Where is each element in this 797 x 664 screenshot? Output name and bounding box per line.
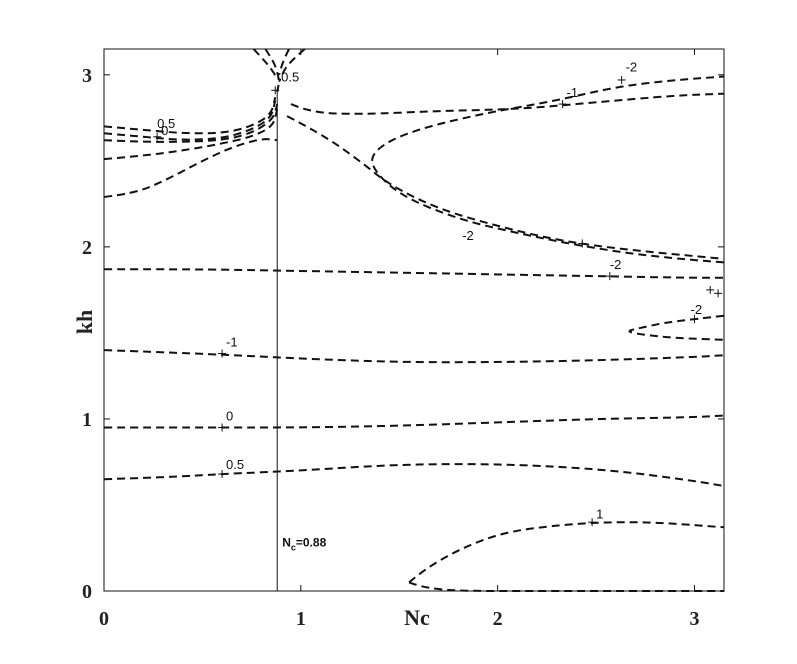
- contour-level-label: 0: [226, 409, 233, 424]
- contour-line: [408, 521, 725, 584]
- plus-marker: [588, 518, 597, 527]
- y-tick-label: 3: [82, 65, 92, 87]
- nc-reference-label-tail: =0.88: [296, 535, 327, 549]
- contour-line: [103, 268, 724, 279]
- x-tick-label: 3: [689, 608, 699, 630]
- reference-layer: Nc=0.88: [276, 89, 327, 591]
- plus-marker: [271, 86, 280, 95]
- plus-marker: [578, 239, 587, 248]
- x-axis-title: Nc: [404, 605, 430, 630]
- contour-level-label: -2: [610, 257, 622, 272]
- contour-label-layer: 10.50-1-2-2-2-1-20.500.5: [157, 59, 702, 521]
- contour-line: [103, 138, 278, 198]
- nc-reference-label-sub: c: [291, 542, 296, 552]
- y-tick-label: 0: [82, 581, 92, 603]
- plus-marker: [690, 315, 699, 324]
- nc-reference-label: Nc=0.88: [282, 535, 326, 552]
- y-tick-label: 2: [82, 237, 92, 259]
- plot-area: [103, 48, 725, 592]
- contour-line: [408, 581, 724, 593]
- contour-level-label: -1: [226, 335, 238, 350]
- contour-level-label: -1: [567, 85, 579, 100]
- contour-level-label: 0.5: [226, 457, 244, 472]
- contour-line: [290, 92, 725, 115]
- x-tick-label: 0: [99, 608, 109, 630]
- contour-line: [103, 108, 279, 161]
- contour-line: [278, 48, 306, 83]
- contour-layer: [103, 48, 725, 593]
- contour-line: [103, 349, 725, 364]
- contour-line: [103, 100, 277, 141]
- plus-marker: [218, 469, 227, 478]
- plus-marker: [218, 349, 227, 358]
- contour-level-label: -2: [462, 228, 474, 243]
- contour-level-label: -2: [626, 59, 638, 74]
- axes-layer: 0 1 2 3 0 1 2 3: [82, 49, 724, 630]
- y-tick-label: 1: [82, 409, 92, 431]
- contour-line: [252, 48, 279, 79]
- plus-marker: [617, 75, 626, 84]
- contour-line: [286, 115, 725, 260]
- contour-level-label: 0.5: [281, 70, 299, 85]
- plus-marker: [558, 100, 567, 109]
- plus-marker: [605, 272, 614, 281]
- contour-line: [628, 314, 725, 341]
- plus-marker: [706, 285, 715, 294]
- plus-marker-layer: [153, 75, 723, 527]
- contour-line: [103, 96, 277, 135]
- contour-level-label: 0: [161, 123, 168, 138]
- contour-line: [103, 103, 279, 143]
- plus-marker: [153, 132, 162, 141]
- contour-level-label: -2: [691, 302, 703, 317]
- contour-level-label: 1: [596, 507, 603, 522]
- contour-line: [278, 48, 290, 76]
- contour-line: [103, 463, 725, 487]
- nc-reference-label-main: N: [282, 535, 291, 549]
- contour-line: [371, 75, 725, 264]
- x-tick-label: 1: [296, 608, 306, 630]
- contour-level-label: 0.5: [157, 116, 175, 131]
- x-tick-label: 2: [493, 608, 503, 630]
- contour-line: [104, 414, 725, 429]
- plus-marker: [218, 423, 227, 432]
- y-axis-title: kh: [72, 310, 97, 334]
- plus-marker: [714, 289, 723, 298]
